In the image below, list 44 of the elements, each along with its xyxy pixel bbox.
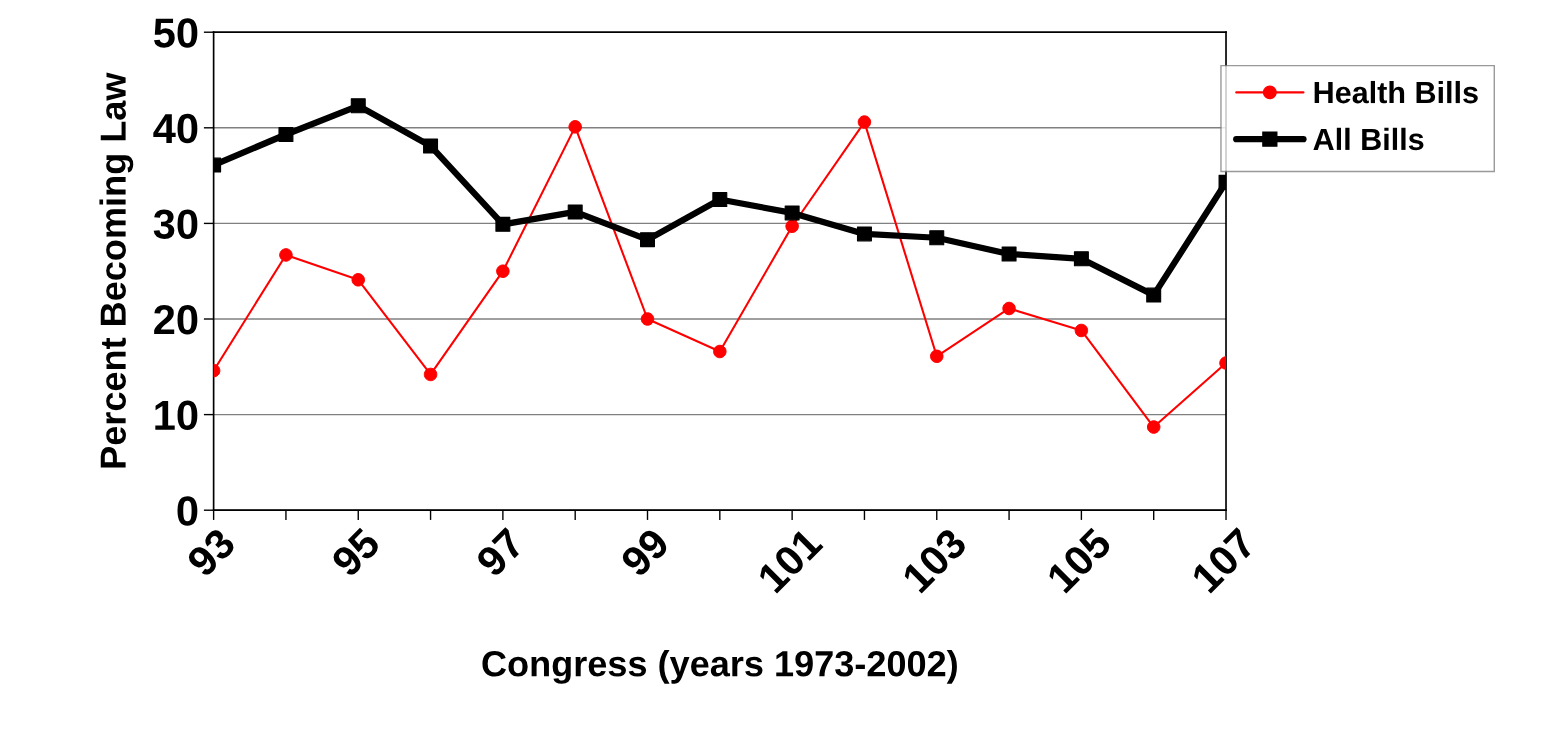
point xyxy=(1074,323,1089,338)
legend-label: All Bills xyxy=(1313,127,1424,151)
x-axis-title: Congress (years 1973-2002) xyxy=(482,650,957,684)
point xyxy=(351,273,365,287)
point xyxy=(930,349,944,364)
point xyxy=(1146,420,1161,434)
point xyxy=(350,98,366,114)
x-tick-label: 93 xyxy=(185,526,237,579)
y-tick-label: 30 xyxy=(153,209,198,239)
y-tick-label: 20 xyxy=(154,305,198,335)
x-tick-label: 101 xyxy=(756,526,824,594)
point xyxy=(857,115,872,129)
legend-label: Health Bills xyxy=(1314,80,1478,104)
x-tick-label: 107 xyxy=(1190,526,1258,594)
x-tick-label: 97 xyxy=(474,526,526,579)
point xyxy=(784,205,800,221)
point xyxy=(785,219,799,234)
point xyxy=(1073,251,1089,267)
x-tick-label: 99 xyxy=(619,526,671,579)
y-tick-label: 40 xyxy=(153,113,198,144)
point xyxy=(423,367,438,382)
y-tick-label: 0 xyxy=(177,496,198,526)
point xyxy=(856,226,872,242)
y-tick-label: 10 xyxy=(155,400,198,431)
point xyxy=(1001,246,1017,262)
x-tick-label: 105 xyxy=(1045,526,1114,594)
point xyxy=(929,230,945,246)
point xyxy=(568,120,582,134)
point xyxy=(1002,301,1016,316)
point xyxy=(423,138,439,154)
x-tick-label: 103 xyxy=(901,526,969,594)
y-axis-title: Percent Becoming Law xyxy=(99,72,134,468)
x-tick-label: 95 xyxy=(329,526,382,579)
point xyxy=(640,312,655,326)
point xyxy=(1146,287,1162,303)
point xyxy=(279,248,293,262)
point xyxy=(640,232,656,248)
point xyxy=(278,126,294,142)
point xyxy=(495,216,511,232)
point xyxy=(713,344,727,359)
point xyxy=(567,204,583,220)
point xyxy=(712,192,728,208)
y-tick-label: 50 xyxy=(153,18,198,48)
point xyxy=(496,264,510,278)
